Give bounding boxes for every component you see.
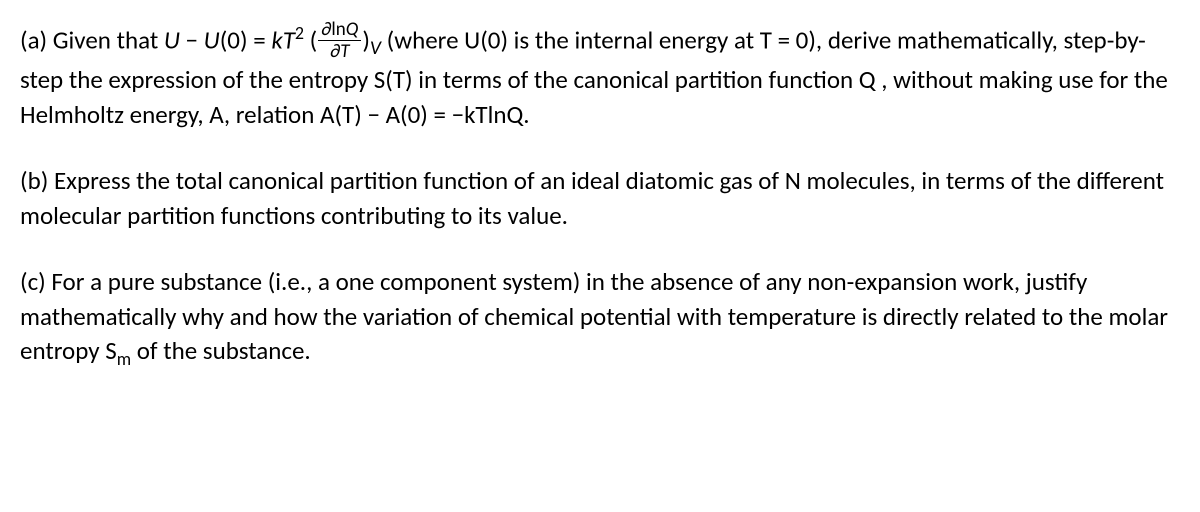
- rparen: ): [362, 24, 370, 55]
- var-k: k: [271, 24, 282, 55]
- document-page: (a) Given that U − U(0) = kT2 (∂lnQ∂T)V …: [0, 0, 1200, 389]
- partial-sym-den: ∂: [330, 40, 340, 63]
- var-T-den: T: [340, 40, 349, 63]
- lparen: (: [304, 24, 317, 55]
- text-b: (b) Express the total canonical partitio…: [20, 165, 1164, 231]
- fraction-numerator: ∂lnQ: [318, 20, 361, 41]
- fraction-dlnQ-dT: ∂lnQ∂T: [318, 20, 361, 61]
- paragraph-c: (c) For a pure substance (i.e., a one co…: [20, 265, 1180, 369]
- text-a-1: (a) Given that: [20, 24, 164, 55]
- partial-sym-num: ∂: [321, 18, 331, 41]
- var-Q-num: Q: [346, 18, 359, 41]
- text-c-2: of the substance.: [131, 335, 311, 366]
- subscript-m: m: [117, 348, 131, 370]
- var-U: U: [164, 24, 180, 55]
- var-U0: U: [204, 24, 220, 55]
- ln-text: ln: [331, 18, 345, 41]
- var-T: T: [283, 24, 295, 55]
- paragraph-b: (b) Express the total canonical partitio…: [20, 164, 1180, 233]
- text-eq0: (0) =: [220, 24, 272, 55]
- op-minus: −: [180, 24, 204, 55]
- subscript-V: V: [370, 36, 381, 60]
- exp-2: 2: [295, 22, 304, 44]
- fraction-denominator: ∂T: [318, 41, 361, 61]
- paragraph-a: (a) Given that U − U(0) = kT2 (∂lnQ∂T)V …: [20, 22, 1180, 132]
